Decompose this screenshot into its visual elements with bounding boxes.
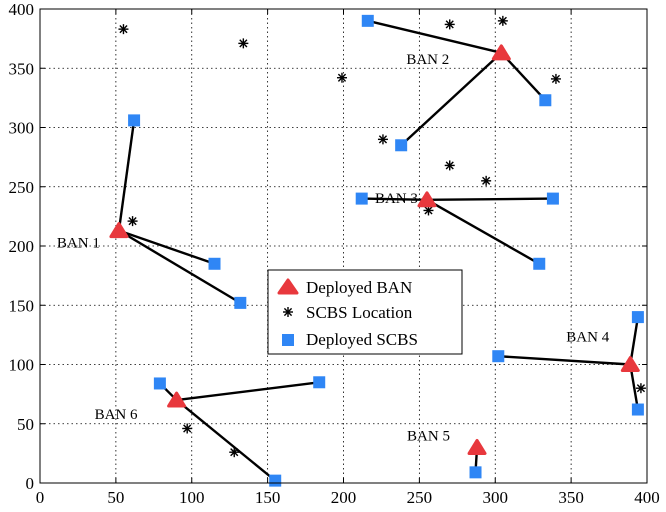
connection-line <box>117 120 136 231</box>
ban-label: BAN 2 <box>406 52 449 68</box>
deployed-scbs-marker <box>533 257 546 270</box>
ban-marker <box>620 356 640 372</box>
deployed-scbs-marker <box>631 311 644 324</box>
y-tick-label: 200 <box>9 237 35 256</box>
deployed-scbs-marker <box>128 114 141 127</box>
x-tick-label: 250 <box>407 488 433 507</box>
x-tick-label: 0 <box>36 488 45 507</box>
ban-marker <box>491 44 511 61</box>
deployed-scbs-marker <box>313 376 326 389</box>
scbs-location-marker <box>118 24 129 35</box>
connection-line <box>361 197 427 201</box>
deployed-scbs-marker <box>492 350 505 363</box>
y-tick-label: 0 <box>26 474 35 493</box>
ban-label: BAN 6 <box>95 407 138 423</box>
x-tick-label: 400 <box>634 488 660 507</box>
y-tick-label: 100 <box>9 356 35 375</box>
x-tick-label: 200 <box>331 488 357 507</box>
scbs-location-markers <box>118 15 646 458</box>
legend-entry-deployed-scbs: Deployed SCBS <box>282 330 418 349</box>
connection-line <box>629 364 640 410</box>
ban-marker <box>417 191 437 208</box>
deployed-ban-markers <box>109 44 640 455</box>
y-tick-label: 150 <box>9 296 35 315</box>
scbs-location-marker <box>182 423 193 434</box>
connection-line <box>118 229 241 304</box>
legend-square-icon <box>282 334 294 346</box>
connection-line <box>500 52 547 102</box>
ban-label: BAN 4 <box>566 330 609 346</box>
connection-line <box>118 229 215 265</box>
scbs-location-marker <box>229 447 240 458</box>
ban-marker <box>109 222 129 239</box>
deployed-scbs-marker <box>269 474 282 487</box>
scbs-location-marker <box>444 160 455 171</box>
y-tick-label: 250 <box>9 178 35 197</box>
scbs-location-marker <box>127 216 138 227</box>
legend-label-deployed-scbs: Deployed SCBS <box>306 330 418 349</box>
x-tick-label: 100 <box>179 488 205 507</box>
legend-label-deployed-ban: Deployed BAN <box>306 278 412 297</box>
deployed-scbs-marker <box>355 192 368 205</box>
legend-label-scbs-location: SCBS Location <box>306 303 413 322</box>
deployed-scbs-marker <box>361 14 374 27</box>
legend: Deployed BAN SCBS Location Deployed SCBS <box>267 269 463 355</box>
y-tick-label: 400 <box>9 0 35 19</box>
y-tick-label: 350 <box>9 59 35 78</box>
scbs-location-marker <box>481 175 492 186</box>
y-tick-label: 50 <box>17 415 34 434</box>
axis-ticks: 0 50 100 150 200 250 300 350 400 0 50 100 150 200 250 3… <box>9 0 660 507</box>
x-tick-label: 300 <box>483 488 509 507</box>
scbs-location-marker <box>497 15 508 26</box>
connection-line <box>175 399 276 482</box>
legend-box <box>267 269 463 355</box>
scbs-location-marker <box>238 38 249 49</box>
x-tick-label: 50 <box>107 488 124 507</box>
x-tick-label: 350 <box>558 488 584 507</box>
deployed-scbs-marker <box>546 192 559 205</box>
connection-line <box>400 51 503 147</box>
ban-label: BAN 5 <box>407 428 450 444</box>
deployed-scbs-markers <box>128 14 644 487</box>
scbs-location-marker <box>423 205 434 216</box>
deployed-scbs-marker <box>631 403 644 416</box>
legend-entry-scbs-location: SCBS Location <box>283 303 413 322</box>
connection-line <box>629 316 640 365</box>
scbs-location-marker <box>550 73 561 84</box>
deployed-scbs-marker <box>539 94 552 107</box>
connection-line <box>367 19 502 55</box>
y-tick-label: 300 <box>9 119 35 138</box>
scbs-location-marker <box>377 134 388 145</box>
legend-entry-deployed-ban: Deployed BAN <box>277 278 412 297</box>
ban-marker <box>167 391 187 408</box>
scbs-location-marker <box>444 19 455 30</box>
connection-line <box>426 197 553 201</box>
deployed-scbs-marker <box>208 257 221 270</box>
connection-line <box>176 381 320 402</box>
ban-label: BAN 1 <box>57 236 100 252</box>
connection-line <box>498 355 631 366</box>
scbs-location-marker <box>635 383 646 394</box>
legend-asterisk-icon <box>283 307 293 317</box>
connection-line <box>426 198 540 265</box>
deployed-scbs-marker <box>153 377 166 390</box>
deployed-scbs-marker <box>395 139 408 152</box>
legend-triangle-icon <box>277 278 299 295</box>
ban-labels: BAN 1 BAN 2 BAN 3 BAN 4 BAN 5 BAN 6 <box>57 52 610 445</box>
ban-scbs-connections <box>117 19 640 482</box>
deployed-scbs-marker <box>234 296 247 309</box>
scbs-location-marker <box>336 72 347 83</box>
ban-label: BAN 3 <box>375 191 418 207</box>
deployed-scbs-marker <box>469 466 482 479</box>
ban-marker <box>467 438 487 455</box>
x-tick-label: 150 <box>255 488 281 507</box>
